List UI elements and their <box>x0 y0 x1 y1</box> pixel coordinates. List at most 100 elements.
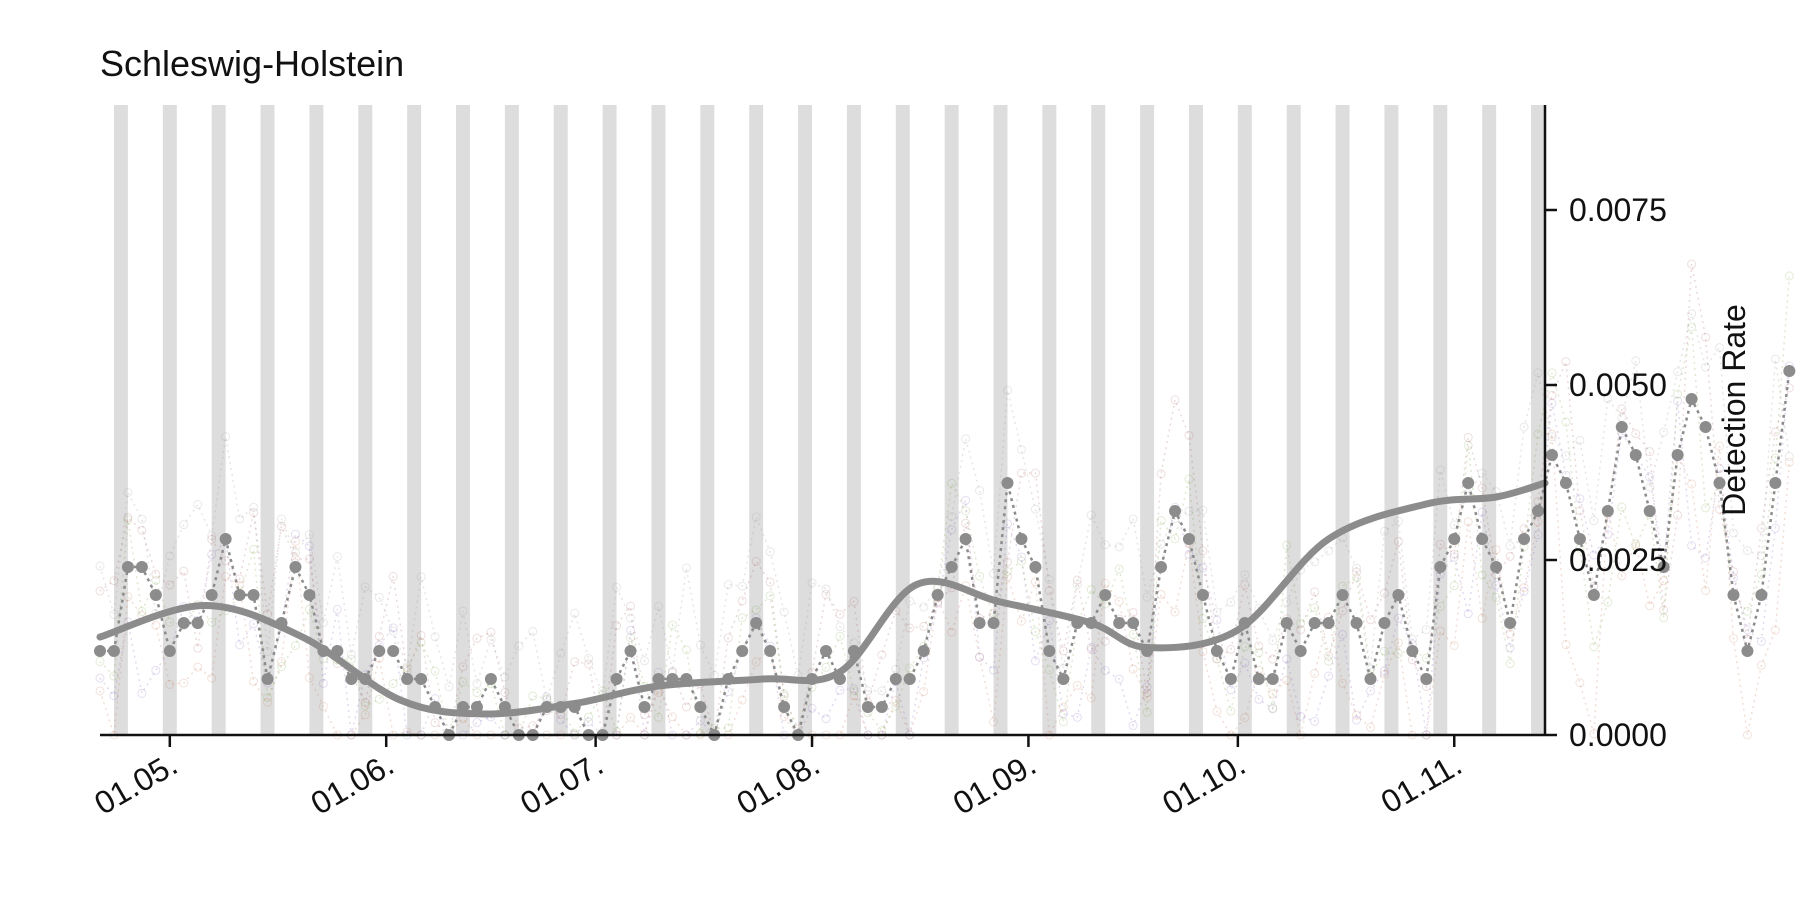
background-series-point <box>1589 729 1599 739</box>
background-series-point <box>765 591 775 601</box>
background-series-point <box>1184 549 1194 559</box>
background-series-point <box>542 692 552 702</box>
background-series-point <box>1184 506 1194 516</box>
background-series-point <box>1589 550 1599 560</box>
background-series-point <box>723 723 733 733</box>
highlight-series-point <box>1615 421 1628 433</box>
y-tick-label: 0.0000 <box>1569 717 1667 753</box>
highlight-series-point <box>1643 505 1656 517</box>
background-series-point <box>681 702 691 712</box>
background-series-point <box>1310 669 1320 679</box>
background-series-point <box>1296 618 1306 628</box>
background-series-point <box>1268 704 1278 714</box>
background-series-point <box>1002 572 1012 582</box>
background-series-point <box>1742 730 1752 740</box>
background-series-point <box>1086 693 1096 703</box>
background-series-point <box>1519 583 1529 593</box>
background-series-point <box>528 721 538 731</box>
background-series-point <box>570 657 580 667</box>
highlight-series-point <box>1783 365 1796 377</box>
background-series-point <box>1561 417 1571 427</box>
highlight-series-point <box>1699 421 1712 433</box>
background-series-point <box>835 631 845 641</box>
highlight-series-point <box>1532 505 1545 517</box>
background-series-point <box>639 656 649 666</box>
weekend-band <box>944 105 959 735</box>
background-series-point <box>360 710 370 720</box>
chart-title: Schleswig-Holstein <box>100 43 404 84</box>
highlight-series-point <box>1462 477 1475 489</box>
background-series-point <box>961 434 971 444</box>
background-series-point <box>1393 638 1403 648</box>
highlight-series-point <box>1629 449 1642 461</box>
background-series-point <box>556 715 566 725</box>
background-series-point <box>891 696 901 706</box>
background-series-point <box>416 638 426 648</box>
background-series-point <box>276 662 286 672</box>
background-series-point <box>1086 510 1096 520</box>
background-series-point <box>1016 556 1026 566</box>
background-series-point <box>458 606 468 616</box>
highlight-series-point <box>191 617 204 629</box>
background-series-point <box>1575 494 1585 504</box>
background-series-point <box>1533 429 1543 439</box>
background-series-point <box>1338 678 1348 688</box>
background-series-point <box>1156 469 1166 479</box>
background-series-point <box>1352 710 1362 720</box>
highlight-series-point <box>1043 645 1056 657</box>
axes: 01.05. 01.06. 01.07. 01.08. 01.09. 01.10. 01.1… <box>88 105 1752 822</box>
y-axis-label: Detection Rate <box>1716 304 1752 516</box>
x-tick-label: 01.09. <box>947 746 1042 822</box>
background-series-point <box>179 566 189 576</box>
background-series-point <box>584 712 594 722</box>
weekend-band <box>700 105 715 735</box>
background-series-point <box>1435 626 1445 636</box>
background-series-point <box>1701 362 1711 372</box>
background-series-point <box>1240 570 1250 580</box>
background-series-point <box>1715 504 1725 514</box>
background-series-point <box>360 582 370 592</box>
highlight-series-point <box>1099 589 1112 601</box>
background-series-point <box>263 647 273 657</box>
background-series-point <box>849 684 859 694</box>
background-series-point <box>1002 557 1012 567</box>
background-series-point <box>989 717 999 727</box>
highlight-series-point <box>931 589 944 601</box>
background-series-point <box>137 606 147 616</box>
background-series-point <box>1631 429 1641 439</box>
background-series-point <box>1519 587 1529 597</box>
background-series-point <box>1756 523 1766 533</box>
background-series-point <box>891 701 901 711</box>
background-series-point <box>1407 634 1417 644</box>
background-series-point <box>1044 586 1054 596</box>
background-series-point <box>1631 539 1641 549</box>
background-series-point <box>207 617 217 627</box>
background-series-point <box>1673 389 1683 399</box>
background-series-point <box>1016 552 1026 562</box>
background-series-point <box>751 556 761 566</box>
background-series-point <box>1687 322 1697 332</box>
background-series-point <box>263 693 273 703</box>
highlight-series-point <box>1196 589 1209 601</box>
background-series-point <box>235 640 245 650</box>
background-series-point <box>905 623 915 633</box>
highlight-series-point <box>875 701 888 713</box>
background-series-point <box>276 521 286 531</box>
background-series-point <box>1435 539 1445 549</box>
background-series-point <box>695 728 705 738</box>
background-series-point <box>975 571 985 581</box>
background-series-point <box>1784 271 1794 281</box>
background-series-point <box>667 620 677 630</box>
weekend-band <box>113 105 128 735</box>
background-series-point <box>1770 354 1780 364</box>
weekend-band <box>993 105 1008 735</box>
background-series-point <box>416 572 426 582</box>
background-series-point <box>751 657 761 667</box>
background-series-point <box>653 601 663 611</box>
highlight-series-point <box>401 673 414 685</box>
highlight-series-point <box>1406 645 1419 657</box>
y-axis-ticks: 0.0000 0.0025 0.0050 0.0075 <box>1545 192 1667 753</box>
background-series-point <box>304 541 314 551</box>
background-series-point <box>1324 651 1334 661</box>
background-series-point <box>1547 432 1557 442</box>
